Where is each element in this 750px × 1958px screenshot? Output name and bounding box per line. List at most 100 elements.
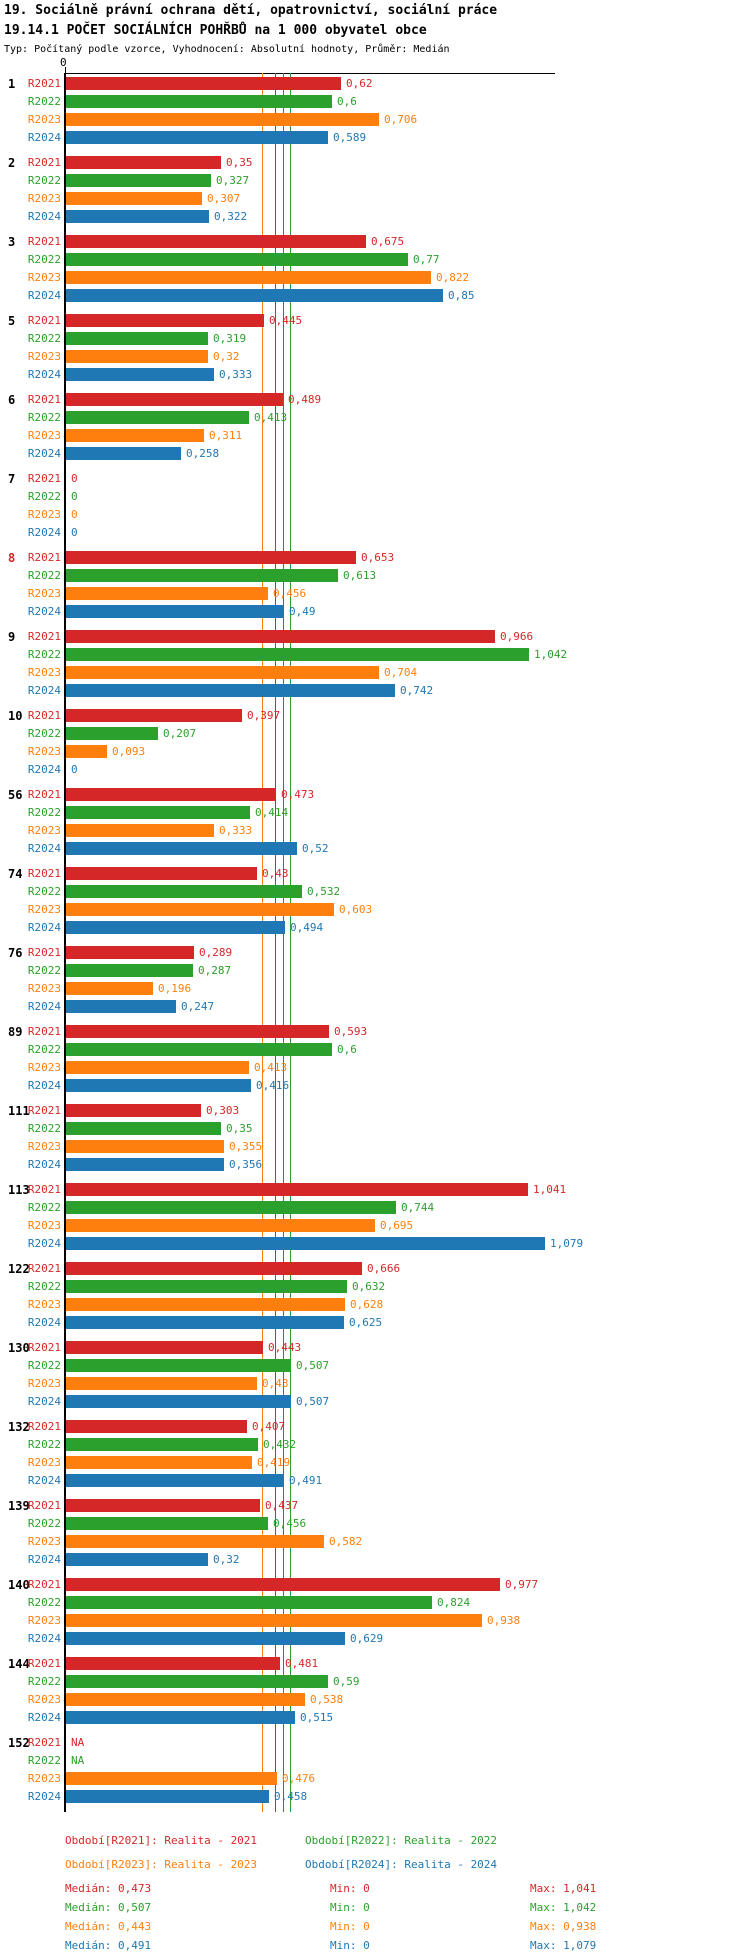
series-label: R2021	[27, 1657, 61, 1670]
series-label: R2024	[27, 1553, 61, 1566]
series-label: R2023	[27, 1456, 61, 1469]
group-label: 8	[8, 551, 16, 565]
value-label: 0,629	[350, 1632, 384, 1645]
value-label: 0,333	[219, 824, 253, 837]
group-label: 130	[8, 1341, 30, 1355]
legend-item-r2024: Období[R2024]: Realita - 2024	[305, 1858, 498, 1871]
bar	[66, 1790, 269, 1803]
bar-row: 130 R2021 0,443	[0, 1339, 750, 1357]
bar	[66, 1553, 208, 1566]
series-label: R2024	[27, 1395, 61, 1408]
y-axis-line	[64, 73, 66, 1812]
bar-row: R2022 0,507	[0, 1357, 750, 1375]
bar-row: R2023 0,456	[0, 585, 750, 603]
group-label: 76	[8, 946, 23, 960]
bar	[66, 1772, 277, 1785]
value-label: 0,613	[343, 569, 377, 582]
bar	[66, 174, 211, 187]
series-label: R2022	[27, 490, 61, 503]
series-label: R2022	[27, 174, 61, 187]
series-label: R2021	[27, 314, 61, 327]
series-label: R2022	[27, 648, 61, 661]
bar	[66, 235, 366, 248]
bar	[66, 745, 107, 758]
bar	[66, 1122, 221, 1135]
series-label: R2022	[27, 964, 61, 977]
series-label: R2023	[27, 1614, 61, 1627]
bar	[66, 551, 356, 564]
value-label: 0,413	[254, 411, 288, 424]
series-label: R2021	[27, 472, 61, 485]
value-label: 0,742	[400, 684, 434, 697]
legend-item-r2023: Období[R2023]: Realita - 2023	[65, 1858, 258, 1871]
group-label: 74	[8, 867, 23, 881]
stat-min-r2023: Min: 0	[330, 1920, 370, 1933]
bar-row: R2022 0,456	[0, 1515, 750, 1533]
stat-median-r2022: Medián: 0,507	[65, 1901, 152, 1914]
series-label: R2022	[27, 95, 61, 108]
bar	[66, 1614, 482, 1627]
bar-group-89: 89 R2021 0,593 R2022 0,6 R2023 0,413 R2024 0,416	[0, 1023, 750, 1095]
bar	[66, 569, 338, 582]
series-label: R2024	[27, 763, 61, 776]
bar	[66, 332, 208, 345]
legend-item-r2021: Období[R2021]: Realita - 2021	[65, 1834, 258, 1847]
bar-row: 9 R2021 0,966	[0, 628, 750, 646]
series-label: R2024	[27, 1158, 61, 1171]
bar-row: 3 R2021 0,675	[0, 233, 750, 251]
bar	[66, 842, 297, 855]
bar	[66, 1043, 332, 1056]
bar-row: 144 R2021 0,481	[0, 1655, 750, 1673]
series-label: R2023	[27, 1061, 61, 1074]
bar	[66, 709, 242, 722]
series-label: R2023	[27, 745, 61, 758]
series-label: R2022	[27, 727, 61, 740]
series-label: R2021	[27, 946, 61, 959]
bar-row: R2024 0	[0, 761, 750, 779]
series-label: R2023	[27, 192, 61, 205]
bar	[66, 1298, 345, 1311]
series-label: R2022	[27, 1043, 61, 1056]
report-title: 19. Sociálně právní ochrana dětí, opatro…	[4, 3, 498, 18]
value-label: 0,507	[296, 1395, 330, 1408]
bar-row: R2024 0,333	[0, 366, 750, 384]
bar-row: 139 R2021 0,437	[0, 1497, 750, 1515]
bar-group-3: 3 R2021 0,675 R2022 0,77 R2023 0,822 R2024 0,85	[0, 233, 750, 305]
series-label: R2021	[27, 630, 61, 643]
bar-row: R2022 0,632	[0, 1278, 750, 1296]
value-label: 0,456	[273, 1517, 307, 1530]
bar	[66, 1578, 500, 1591]
series-label: R2024	[27, 131, 61, 144]
bar-row: R2023 0,355	[0, 1138, 750, 1156]
value-label: 0,706	[384, 113, 418, 126]
bar	[66, 1061, 249, 1074]
bar	[66, 1711, 295, 1724]
bar	[66, 982, 153, 995]
value-label: 0,307	[207, 192, 241, 205]
value-label: 0,6	[337, 1043, 357, 1056]
value-label: 0,589	[333, 131, 367, 144]
value-label: 0,414	[255, 806, 289, 819]
series-label: R2021	[27, 788, 61, 801]
bar	[66, 684, 395, 697]
group-label: 9	[8, 630, 16, 644]
bar	[66, 1474, 284, 1487]
bar-row: R2024 0,258	[0, 445, 750, 463]
bar-row: R2022 0	[0, 488, 750, 506]
series-label: R2024	[27, 1790, 61, 1803]
stat-median-r2021: Medián: 0,473	[65, 1882, 152, 1895]
value-label: 0,625	[349, 1316, 383, 1329]
value-label: 0,675	[371, 235, 405, 248]
bar-row: 89 R2021 0,593	[0, 1023, 750, 1041]
bar	[66, 630, 495, 643]
bar-row: 74 R2021 0,43	[0, 865, 750, 883]
series-label: R2023	[27, 113, 61, 126]
value-label: 0,603	[339, 903, 373, 916]
group-label: 144	[8, 1657, 30, 1671]
value-label: 0,744	[401, 1201, 435, 1214]
series-label: R2023	[27, 1535, 61, 1548]
value-label: 1,079	[550, 1237, 584, 1250]
series-label: R2022	[27, 1675, 61, 1688]
bar-row: R2022 0,532	[0, 883, 750, 901]
series-label: R2023	[27, 1772, 61, 1785]
